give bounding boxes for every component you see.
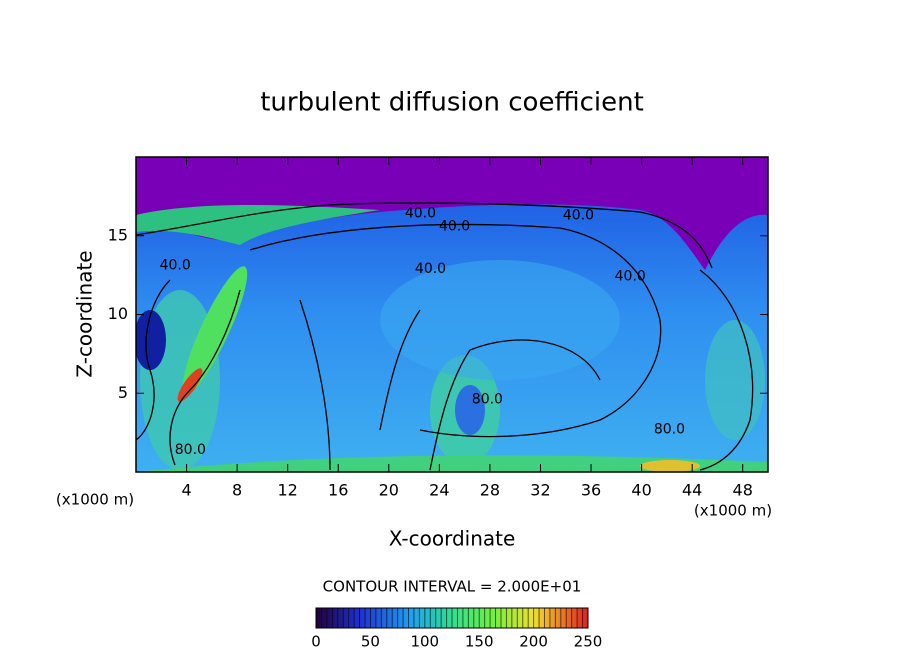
x-tick-label: 24: [429, 481, 449, 500]
x-tick-label: 48: [733, 481, 753, 500]
colorbar-tick-label: 100: [410, 633, 439, 651]
x-tick-label: 44: [682, 481, 702, 500]
contour-label: 40.0: [563, 207, 594, 223]
x-tick-label: 28: [480, 481, 500, 500]
colorbar-tick-label: 200: [519, 633, 548, 651]
colorbar-lines: [316, 608, 588, 628]
x-tick-label: 40: [631, 481, 651, 500]
colorbar-tick-label: 150: [465, 633, 494, 651]
contour-label: 40.0: [160, 258, 191, 274]
x-tick-label: 4: [181, 481, 191, 500]
colorbar-tick-label: 250: [574, 633, 603, 651]
y-unit: (x1000 m): [56, 491, 134, 509]
contour-label: 80.0: [654, 421, 685, 437]
x-tick-label: 16: [328, 481, 348, 500]
colorbar-tick-label: 50: [361, 633, 380, 651]
y-tick-label: 5: [118, 383, 128, 402]
contour-label: 40.0: [415, 261, 446, 277]
contour-label: 80.0: [472, 392, 503, 408]
contour-label: 80.0: [175, 442, 206, 458]
x-tick-label: 8: [232, 481, 242, 500]
x-unit: (x1000 m): [694, 502, 772, 520]
y-tick-label: 10: [108, 304, 128, 323]
x-tick-label: 36: [581, 481, 601, 500]
contour-interval: CONTOUR INTERVAL = 2.000E+01: [323, 578, 582, 596]
x-tick-label: 32: [530, 481, 550, 500]
x-axis-label: X-coordinate: [389, 527, 516, 551]
contour-label: 40.0: [439, 218, 470, 234]
contour-label: 40.0: [405, 206, 436, 222]
chart-title: turbulent diffusion coefficient: [260, 88, 644, 118]
colorbar-frame: [315, 607, 589, 629]
y-axis-label: Z-coordinate: [73, 250, 97, 377]
x-tick-label: 12: [278, 481, 298, 500]
contour-label: 40.0: [615, 269, 646, 285]
y-tick-label: 15: [108, 225, 128, 244]
field: [136, 157, 768, 472]
x-tick-label: 20: [379, 481, 399, 500]
colorbar-tick-label: 0: [311, 633, 321, 651]
